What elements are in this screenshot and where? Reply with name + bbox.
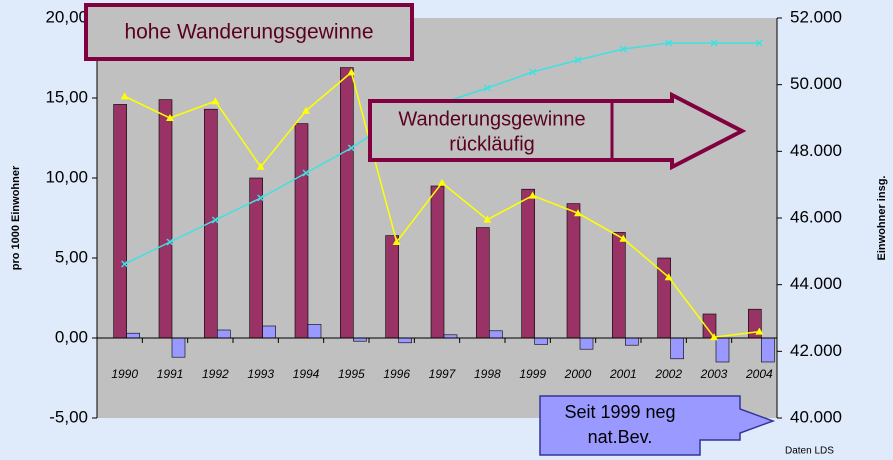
bar	[113, 104, 127, 339]
bar	[476, 227, 490, 339]
marker	[166, 114, 174, 121]
y-tick-label: 20,00	[45, 7, 88, 26]
y-tick-label: 10,00	[45, 167, 88, 186]
y2-tick-label: 52.000	[790, 7, 842, 26]
y-tick-label: -5,00	[49, 407, 88, 426]
bar	[158, 99, 173, 339]
marker	[120, 92, 129, 100]
bar	[715, 337, 730, 363]
bar	[670, 337, 684, 360]
x-tick-label: 2001	[609, 367, 637, 381]
marks: -5,00 0,00 5,00 10,00 15,00 20,00 40.000 42.000…	[45, 7, 842, 426]
annotation-text: rückläufig	[449, 133, 535, 155]
bar	[126, 332, 140, 339]
bar	[262, 325, 276, 339]
x-tick-label: 2004	[745, 367, 773, 381]
bar	[340, 67, 354, 339]
annotation-arrow	[368, 91, 747, 171]
marker	[574, 209, 582, 217]
bar	[294, 123, 309, 339]
x-tick-label: 1994	[293, 367, 320, 381]
marker	[528, 191, 537, 199]
marker	[483, 215, 492, 223]
marker	[755, 39, 763, 47]
marker	[347, 144, 355, 152]
marker	[664, 273, 673, 281]
bar	[579, 337, 594, 350]
bar	[566, 203, 581, 339]
marker	[257, 194, 265, 202]
marker	[619, 45, 627, 53]
y2-tick-label: 50.000	[790, 74, 842, 93]
marker	[755, 327, 764, 335]
bar	[430, 185, 445, 339]
marker	[166, 238, 174, 246]
bar	[534, 337, 548, 345]
annotation-arrow	[539, 395, 776, 456]
x-tick-label: 1990	[111, 367, 138, 381]
annotation-box	[84, 3, 414, 61]
x-tick-label: 1999	[519, 367, 546, 381]
marker	[529, 68, 537, 76]
y2-tick-label: 40.000	[790, 407, 842, 426]
x-tick-label: 1998	[474, 367, 501, 381]
x-tick-label: 1995	[338, 367, 365, 381]
bar	[217, 329, 231, 339]
marker	[483, 84, 491, 92]
y2-axis-title: Einwohner insg.	[876, 176, 888, 261]
bar	[612, 232, 626, 339]
x-tick-label: 1997	[429, 367, 457, 381]
bar	[385, 235, 399, 339]
marker	[665, 39, 673, 47]
source: Daten LDS	[785, 446, 834, 457]
marker	[256, 162, 265, 170]
marker	[392, 238, 401, 245]
annotation-text: hohe Wanderungsgewinne	[124, 21, 373, 44]
x-tick-label: 1991	[157, 367, 184, 381]
bar	[171, 337, 186, 358]
marker	[211, 216, 219, 224]
y-tick-label: 5,00	[55, 247, 88, 266]
y2-tick-label: 46.000	[790, 207, 842, 226]
marker	[574, 56, 582, 64]
y2-tick-label: 44.000	[790, 274, 842, 293]
bar	[761, 337, 775, 363]
x-tick-label: 2003	[700, 367, 728, 381]
marker	[302, 106, 310, 114]
bar	[398, 337, 412, 344]
marker	[211, 97, 220, 105]
y-axis-title: pro 1000 Einwohner	[10, 165, 22, 270]
annotation-1: hohe Wanderungsgewinne	[84, 3, 414, 61]
marker	[302, 169, 310, 177]
bar	[307, 324, 322, 339]
x-tick-label: 2000	[564, 367, 592, 381]
annotation-text: Wanderungsgewinne	[398, 108, 585, 130]
annotation-2: Wanderungsgewinne rückläufig	[368, 91, 747, 171]
y-tick-label: 0,00	[55, 327, 88, 346]
y2-tick-label: 42.000	[790, 341, 842, 360]
marker	[438, 178, 446, 186]
annotation-text: Seit 1999 neg	[564, 402, 675, 422]
marker	[710, 333, 718, 341]
bar	[489, 330, 503, 339]
x-tick-label: 2002	[654, 367, 682, 381]
bar	[521, 188, 535, 339]
marker	[619, 234, 628, 242]
marker	[347, 68, 356, 76]
y2-tick-label: 48.000	[790, 141, 842, 160]
marker	[710, 39, 718, 47]
marker	[121, 260, 129, 268]
bar	[625, 337, 639, 346]
annotation-text: nat.Bev.	[588, 427, 653, 447]
x-tick-label: 1996	[383, 367, 410, 381]
annotation-3: Seit 1999 neg nat.Bev.	[539, 395, 776, 456]
y-tick-label: 15,00	[45, 87, 88, 106]
x-tick-label: 1993	[247, 367, 274, 381]
x-tick-label: 1992	[202, 367, 229, 381]
